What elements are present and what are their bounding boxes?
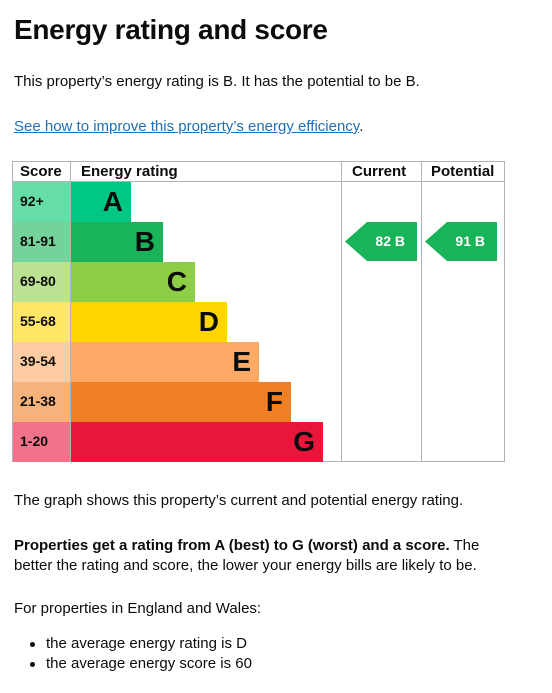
energy-rating-chart: Score Energy rating Current Potential 92… (12, 161, 505, 462)
average-rating-item: the average energy rating is D (14, 634, 252, 654)
england-wales-intro: For properties in England and Wales: (14, 600, 262, 617)
graph-note: The graph shows this property’s current … (14, 492, 464, 509)
link-suffix: . (359, 118, 364, 135)
current-column-divider (341, 162, 342, 461)
potential-rating-arrow: 91 B (425, 222, 497, 261)
ratings-explanation: Properties get a rating from A (best) to… (14, 536, 514, 576)
score-cell-g: 1-20 (13, 422, 70, 462)
score-cell-a: 92+ (13, 182, 70, 222)
rating-bar-a: A (71, 182, 131, 222)
header-current: Current (352, 163, 407, 180)
rating-bar-d: D (71, 302, 227, 342)
header-energy-rating: Energy rating (81, 163, 178, 180)
improve-link-line: See how to improve this property’s energ… (14, 118, 363, 135)
header-divider (13, 181, 504, 182)
current-rating-arrow: 82 B (345, 222, 417, 261)
header-score: Score (20, 163, 62, 180)
score-cell-b: 81-91 (13, 222, 70, 262)
score-cell-d: 55-68 (13, 302, 70, 342)
page-title: Energy rating and score (14, 14, 328, 45)
score-cell-c: 69-80 (13, 262, 70, 302)
potential-column-divider (421, 162, 422, 461)
ratings-bold-text: Properties get a rating from A (best) to… (14, 537, 450, 554)
rating-bar-c: C (71, 262, 195, 302)
improve-efficiency-link[interactable]: See how to improve this property’s energ… (14, 118, 360, 135)
score-cell-f: 21-38 (13, 382, 70, 422)
ratings-rest-text: The better the rating and score, the low… (14, 537, 480, 574)
intro-text: This property’s energy rating is B. It h… (14, 73, 420, 90)
rating-bar-f: F (71, 382, 291, 422)
score-column-divider (70, 162, 71, 461)
rating-bar-b: B (71, 222, 163, 262)
header-potential: Potential (431, 163, 495, 180)
rating-bar-g: G (71, 422, 323, 462)
average-score-item: the average energy score is 60 (14, 654, 252, 674)
rating-bar-e: E (71, 342, 259, 382)
average-list: the average energy rating is D the avera… (14, 634, 252, 674)
score-cell-e: 39-54 (13, 342, 70, 382)
